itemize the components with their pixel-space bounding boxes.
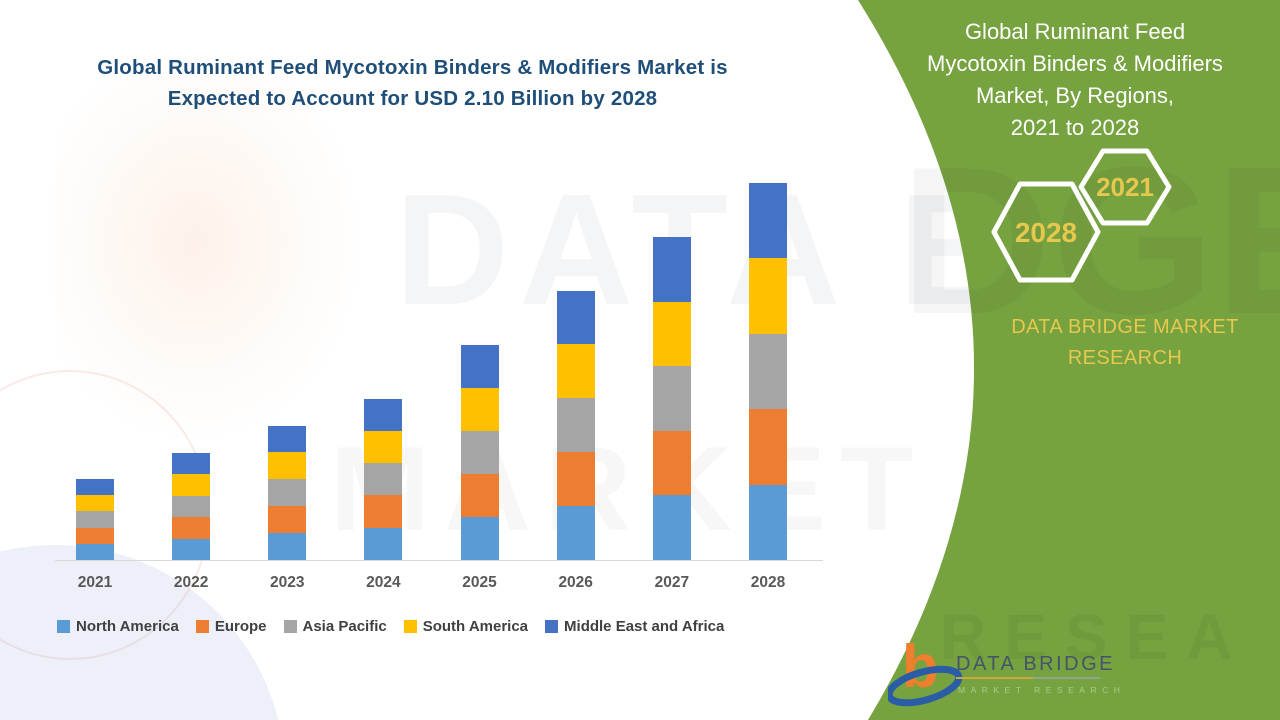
- bar-segment-2022-asia-pacific: [172, 495, 211, 517]
- x-axis-label-2022: 2022: [173, 574, 209, 591]
- chart-title: Global Ruminant Feed Mycotoxin Binders &…: [0, 52, 825, 114]
- bar-segment-2028-europe: [748, 409, 787, 485]
- legend-label-south-america: South America: [422, 618, 529, 635]
- bar-segment-2026-europe: [556, 452, 595, 507]
- bar-segment-2021-middle-east-and-africa: [76, 479, 114, 496]
- bar-segment-2026-middle-east-and-africa: [556, 290, 595, 345]
- bar-2025: [460, 344, 499, 560]
- side-panel-title-line1: Global Ruminant Feed: [964, 19, 1186, 44]
- hexagon-2028-label: 2028: [1015, 217, 1077, 248]
- bar-segment-2023-europe: [268, 506, 307, 534]
- bar-segment-2025-middle-east-and-africa: [460, 344, 499, 388]
- footer-logo: b DATA BRIDGE MARKET RESEARCH: [888, 633, 1125, 707]
- legend-swatch-middle-east-and-africa: [545, 620, 559, 633]
- legend-label-asia-pacific: Asia Pacific: [302, 618, 387, 635]
- legend-swatch-south-america: [403, 620, 417, 633]
- chart-legend: North America Europe Asia Pacific South Ame…: [57, 618, 837, 635]
- x-axis-label-2023: 2023: [270, 574, 305, 591]
- x-axis-label-2025: 2025: [462, 574, 497, 591]
- bar-2027: [652, 237, 691, 560]
- bar-segment-2022-south-america: [172, 474, 211, 496]
- bar-segment-2028-asia-pacific: [748, 333, 787, 410]
- side-panel-title-line3: Market, By Regions,: [975, 83, 1175, 108]
- legend-item-north-america: North America: [57, 618, 179, 635]
- bar-segment-2028-north-america: [748, 484, 787, 560]
- legend-swatch-north-america: [57, 620, 70, 633]
- legend-label-middle-east-and-africa: Middle East and Africa: [564, 618, 725, 635]
- chart-title-line1: Global Ruminant Feed Mycotoxin Binders &…: [97, 56, 728, 79]
- legend-item-europe: Europe: [195, 618, 267, 635]
- x-axis-label-2027: 2027: [654, 574, 690, 591]
- x-axis-line: [55, 560, 823, 561]
- legend-item-asia-pacific: Asia Pacific: [283, 618, 387, 635]
- footer-brand-sub: MARKET RESEARCH: [958, 685, 1125, 695]
- bar-segment-2026-asia-pacific: [556, 398, 595, 453]
- x-axis-label-2026: 2026: [558, 574, 593, 591]
- x-axis-label-2024: 2024: [366, 574, 401, 591]
- bar-segment-2028-south-america: [748, 258, 787, 334]
- hexagon-badges: 2021 2028: [991, 148, 1172, 283]
- legend-swatch-asia-pacific: [283, 620, 297, 633]
- bar-segment-2024-north-america: [364, 527, 403, 560]
- bar-segment-2023-asia-pacific: [268, 479, 307, 507]
- bar-segment-2027-europe: [652, 430, 691, 496]
- side-panel-title-line2: Mycotoxin Binders & Modifiers: [927, 51, 1223, 76]
- side-panel-title-line4: 2021 to 2028: [1010, 115, 1140, 140]
- bar-2024: [364, 398, 403, 560]
- chart-title-line2: Expected to Account for USD 2.10 Billion…: [167, 87, 658, 110]
- bar-segment-2024-middle-east-and-africa: [364, 398, 403, 431]
- bar-segment-2023-south-america: [268, 452, 307, 480]
- bar-segment-2028-middle-east-and-africa: [748, 183, 787, 259]
- x-axis-label-2021: 2021: [77, 574, 113, 591]
- footer-brand-name: DATA BRIDGE: [956, 653, 1115, 675]
- bar-segment-2022-middle-east-and-africa: [172, 452, 211, 474]
- bar-segment-2021-south-america: [76, 495, 114, 512]
- bar-segment-2024-europe: [364, 495, 403, 528]
- bar-segment-2027-north-america: [652, 495, 691, 560]
- bar-segment-2026-south-america: [556, 344, 595, 399]
- bar-segment-2026-north-america: [556, 506, 595, 560]
- bar-segment-2025-south-america: [460, 387, 499, 431]
- bar-segment-2022-north-america: [172, 538, 211, 560]
- bar-2021: [76, 479, 114, 560]
- legend-swatch-europe: [195, 620, 209, 633]
- bar-segment-2027-middle-east-and-africa: [652, 237, 691, 302]
- bar-segment-2027-asia-pacific: [652, 366, 691, 431]
- hexagon-2028: [991, 181, 1101, 283]
- legend-label-europe: Europe: [214, 618, 267, 635]
- hexagon-2021: [1078, 148, 1172, 226]
- bar-segment-2024-south-america: [364, 430, 403, 464]
- legend-label-north-america: North America: [76, 618, 179, 635]
- brand-text: DATA BRIDGE MARKET RESEARCH: [1011, 316, 1239, 369]
- side-panel-title: Global Ruminant Feed Mycotoxin Binders &…: [880, 16, 1270, 144]
- bar-segment-2023-north-america: [268, 533, 307, 560]
- logo-swoosh-icon: [888, 665, 963, 707]
- bar-segment-2023-middle-east-and-africa: [268, 425, 307, 453]
- bar-2023: [268, 425, 307, 560]
- bar-segment-2025-asia-pacific: [460, 430, 499, 474]
- bar-segment-2021-asia-pacific: [76, 511, 114, 528]
- legend-item-south-america: South America: [403, 618, 529, 635]
- bar-2022: [172, 452, 211, 560]
- legend-item-middle-east-and-africa: Middle East and Africa: [545, 618, 724, 635]
- bar-segment-2025-europe: [460, 473, 499, 517]
- hexagon-2021-label: 2021: [1096, 172, 1154, 202]
- x-axis-label-2028: 2028: [750, 574, 786, 591]
- bar-segment-2025-north-america: [460, 516, 499, 560]
- bar-segment-2021-north-america: [76, 543, 114, 560]
- bar-segment-2022-europe: [172, 517, 211, 539]
- bar-segment-2024-asia-pacific: [364, 463, 403, 496]
- bar-2026: [556, 290, 595, 560]
- bar-2028: [748, 183, 787, 560]
- bar-segment-2027-south-america: [652, 301, 691, 367]
- bar-segment-2021-europe: [76, 527, 114, 544]
